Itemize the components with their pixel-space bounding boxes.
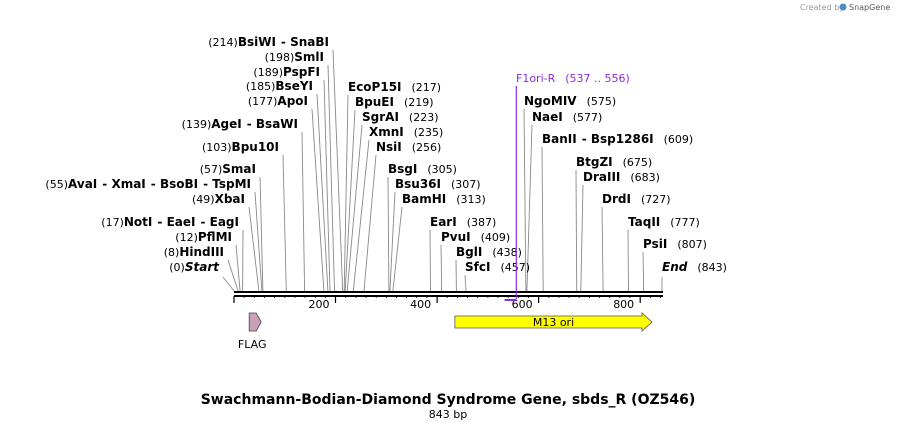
site-label[interactable]: (0)Start xyxy=(169,260,220,274)
site-label[interactable]: BanII - Bsp1286I (609) xyxy=(542,132,693,146)
snapgene-logo-icon xyxy=(839,3,847,11)
site-line xyxy=(344,109,356,292)
site-line xyxy=(254,191,263,292)
position-axis: 200 400 600 800 xyxy=(233,296,661,311)
site-line xyxy=(352,139,370,292)
created-by-text: Created by xyxy=(800,3,844,12)
site-line xyxy=(332,49,344,292)
feature-flag-arrow[interactable] xyxy=(248,312,262,332)
site-label[interactable]: (214)BsiWI - SnaBI xyxy=(208,35,329,49)
site-line xyxy=(323,79,331,292)
feature-m13-ori-arrow[interactable] xyxy=(454,312,653,332)
site-labels: (0)Start(8)HindIII(12)PflMI(17)NotI - Eae… xyxy=(45,35,727,274)
site-label[interactable]: EarI (387) xyxy=(430,215,496,229)
site-line xyxy=(235,244,241,292)
site-label[interactable]: (55)AvaI - XmaI - BsoBI - TspMI xyxy=(45,177,251,191)
site-line xyxy=(627,229,629,292)
site-line xyxy=(575,169,578,292)
snapgene-brand-text: SnapGene xyxy=(849,3,890,12)
axis-tick-label: 400 xyxy=(410,298,431,311)
site-label[interactable]: (49)XbaI xyxy=(192,192,245,206)
site-line xyxy=(429,229,431,292)
sequence-backbone[interactable] xyxy=(234,291,663,297)
site-label[interactable]: (17)NotI - EaeI - EagI xyxy=(101,215,239,229)
sequence-length: 843 bp xyxy=(429,408,467,421)
site-label[interactable]: XmnI (235) xyxy=(369,125,443,139)
site-label[interactable]: BglI (438) xyxy=(456,245,522,259)
site-lines xyxy=(222,49,663,292)
site-label[interactable]: (12)PflMI xyxy=(175,230,232,244)
site-line xyxy=(642,251,645,292)
site-label[interactable]: PsiI (807) xyxy=(643,237,707,251)
site-label[interactable]: BtgZI (675) xyxy=(576,155,652,169)
site-label[interactable]: (139)AgeI - BsaWI xyxy=(182,117,298,131)
site-label[interactable]: DraIII (683) xyxy=(583,170,660,184)
site-label[interactable]: (57)SmaI xyxy=(200,162,256,176)
site-label[interactable]: BpuEI (219) xyxy=(355,95,434,109)
axis-tick-label: 800 xyxy=(613,298,634,311)
site-label[interactable]: (198)SmlI xyxy=(265,50,324,64)
site-label[interactable]: (177)ApoI xyxy=(248,94,308,108)
site-line xyxy=(327,64,335,292)
site-label[interactable]: (185)BseYI xyxy=(246,79,313,93)
site-label[interactable]: NsiI (256) xyxy=(376,140,441,154)
site-label[interactable]: NgoMIV (575) xyxy=(524,94,616,108)
axis-tick-label: 200 xyxy=(309,298,330,311)
site-line xyxy=(392,206,403,292)
site-line xyxy=(541,146,544,292)
feature-label: M13 ori xyxy=(533,316,574,329)
site-line xyxy=(389,191,396,292)
primer-annotation[interactable]: F1ori-R (537 .. 556) xyxy=(504,72,630,301)
site-line xyxy=(387,176,390,292)
site-line xyxy=(601,206,604,292)
site-label[interactable]: DrdI (727) xyxy=(602,192,671,206)
feature-label: FLAG xyxy=(238,338,267,351)
site-line xyxy=(222,276,235,292)
site-line xyxy=(343,94,349,292)
primer-label[interactable]: F1ori-R (537 .. 556) xyxy=(516,72,630,85)
site-label[interactable]: TaqII (777) xyxy=(628,215,700,229)
site-label[interactable]: EcoP15I (217) xyxy=(348,80,441,94)
site-line xyxy=(311,108,325,292)
site-label[interactable]: (189)PspFI xyxy=(253,65,320,79)
site-label[interactable]: Bsu36I (307) xyxy=(395,177,481,191)
site-label[interactable]: NaeI (577) xyxy=(532,110,602,124)
site-line xyxy=(346,124,363,292)
site-line xyxy=(316,93,329,292)
feature-track: FLAG M13 ori xyxy=(238,312,653,351)
site-line xyxy=(464,274,467,292)
sequence-title: Swachmann-Bodian-Diamond Syndrome Gene, … xyxy=(201,392,696,408)
site-line xyxy=(523,108,527,292)
axis-tick-label: 600 xyxy=(512,298,533,311)
site-line xyxy=(440,244,443,292)
site-line xyxy=(580,184,584,292)
site-label[interactable]: BamHI (313) xyxy=(402,192,486,206)
site-label[interactable]: SfcI (457) xyxy=(465,260,530,274)
site-line xyxy=(301,131,306,292)
site-label[interactable]: (103)Bpu10I xyxy=(202,140,279,154)
site-label[interactable]: End (843) xyxy=(662,260,727,274)
site-line xyxy=(259,176,264,292)
site-label[interactable]: (8)HindIII xyxy=(164,245,224,259)
site-label[interactable]: BsgI (305) xyxy=(388,162,457,176)
site-line xyxy=(526,124,533,292)
site-line xyxy=(363,154,377,292)
site-line xyxy=(248,206,260,292)
snapgene-branding: Created by SnapGene xyxy=(800,3,890,12)
site-line xyxy=(227,259,239,292)
site-label[interactable]: PvuI (409) xyxy=(441,230,510,244)
site-label[interactable]: SgrAI (223) xyxy=(362,110,439,124)
site-line xyxy=(282,154,287,292)
